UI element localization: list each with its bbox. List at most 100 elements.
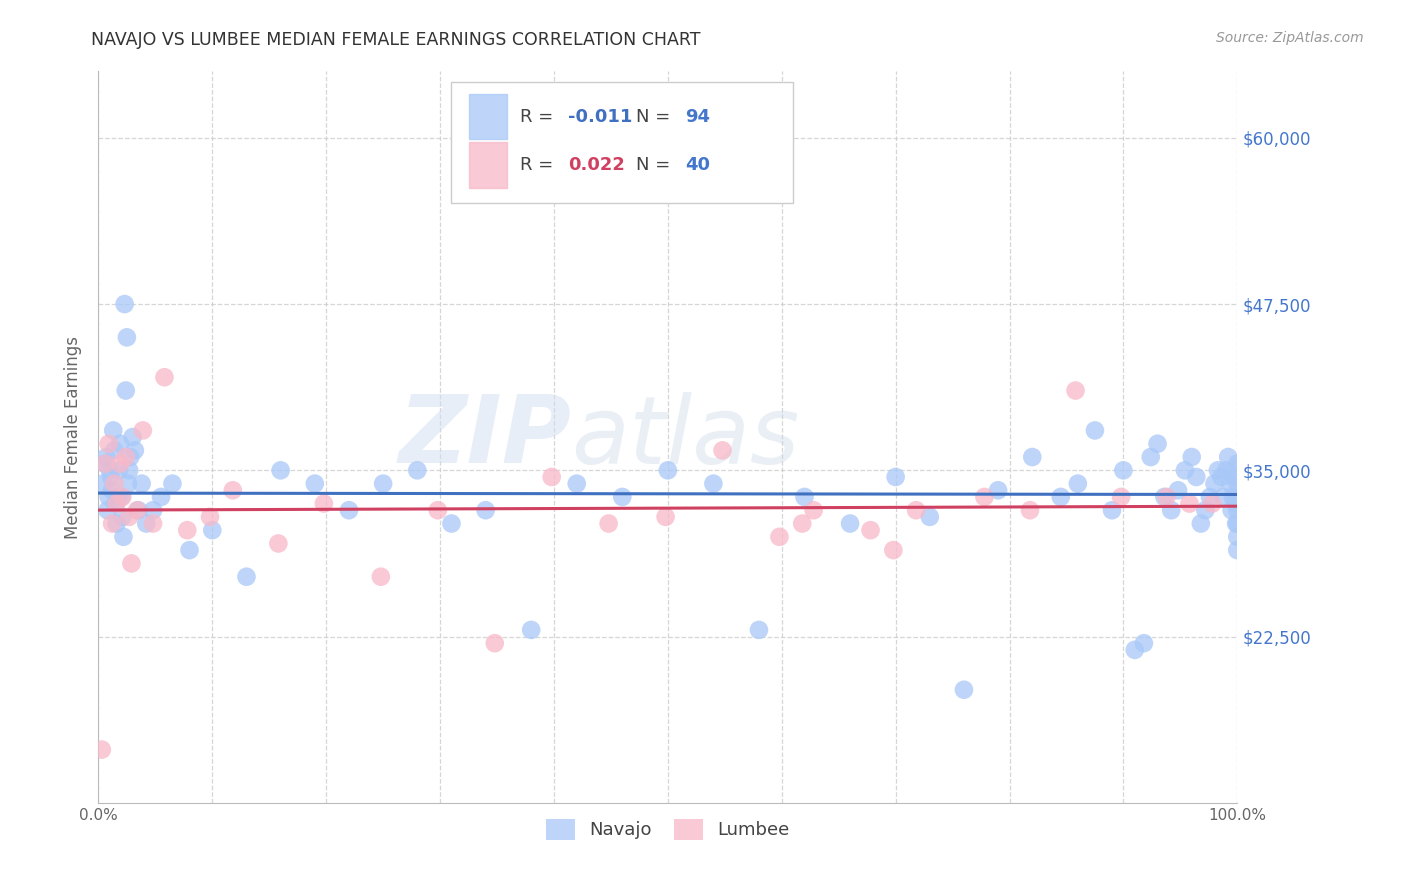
Point bbox=[905, 503, 928, 517]
Point bbox=[127, 503, 149, 517]
Point bbox=[884, 470, 907, 484]
Point bbox=[1211, 470, 1233, 484]
Point bbox=[711, 443, 734, 458]
Point bbox=[1218, 450, 1240, 464]
Point bbox=[1226, 516, 1249, 531]
Point bbox=[953, 682, 976, 697]
Point bbox=[312, 497, 335, 511]
Legend: Navajo, Lumbee: Navajo, Lumbee bbox=[537, 810, 799, 848]
Point bbox=[1021, 450, 1043, 464]
Point bbox=[103, 476, 125, 491]
Point bbox=[111, 490, 134, 504]
Point bbox=[1199, 490, 1222, 504]
Point bbox=[270, 463, 292, 477]
Text: Source: ZipAtlas.com: Source: ZipAtlas.com bbox=[1216, 31, 1364, 45]
Point bbox=[484, 636, 506, 650]
Point bbox=[1181, 450, 1204, 464]
Point bbox=[97, 436, 120, 450]
FancyBboxPatch shape bbox=[451, 82, 793, 203]
Point bbox=[115, 330, 138, 344]
Text: -0.011: -0.011 bbox=[568, 108, 633, 126]
Text: 94: 94 bbox=[685, 108, 710, 126]
Text: ZIP: ZIP bbox=[398, 391, 571, 483]
Point bbox=[1109, 490, 1132, 504]
Point bbox=[1174, 463, 1197, 477]
Point bbox=[104, 497, 127, 511]
Point bbox=[108, 436, 131, 450]
Point bbox=[1201, 497, 1223, 511]
Text: R =: R = bbox=[520, 156, 558, 174]
Point bbox=[162, 476, 184, 491]
Point bbox=[101, 483, 124, 498]
Point bbox=[105, 497, 128, 511]
Point bbox=[94, 457, 117, 471]
Point bbox=[565, 476, 588, 491]
Point bbox=[131, 476, 153, 491]
Point bbox=[1226, 503, 1249, 517]
Point bbox=[235, 570, 257, 584]
Point bbox=[135, 516, 157, 531]
Point bbox=[142, 516, 165, 531]
Point bbox=[540, 470, 562, 484]
Point bbox=[96, 503, 118, 517]
Point bbox=[520, 623, 543, 637]
Point bbox=[657, 463, 679, 477]
Point bbox=[108, 457, 131, 471]
Point bbox=[1064, 384, 1087, 398]
Point bbox=[121, 430, 143, 444]
Point bbox=[304, 476, 326, 491]
Point bbox=[114, 450, 136, 464]
Point bbox=[1220, 503, 1243, 517]
Text: 40: 40 bbox=[685, 156, 710, 174]
Point bbox=[1049, 490, 1071, 504]
Point bbox=[337, 503, 360, 517]
Point bbox=[1219, 476, 1241, 491]
Point bbox=[803, 503, 825, 517]
Point bbox=[179, 543, 201, 558]
Point bbox=[90, 742, 112, 756]
Point bbox=[1226, 497, 1249, 511]
Point bbox=[91, 476, 114, 491]
Point bbox=[1156, 490, 1178, 504]
Point bbox=[101, 516, 124, 531]
Point bbox=[1067, 476, 1090, 491]
Point bbox=[142, 503, 165, 517]
Point bbox=[371, 476, 394, 491]
Text: N =: N = bbox=[636, 156, 676, 174]
Point bbox=[105, 516, 128, 531]
Point bbox=[859, 523, 882, 537]
Point bbox=[1223, 470, 1246, 484]
Point bbox=[153, 370, 176, 384]
Text: 0.022: 0.022 bbox=[568, 156, 624, 174]
Point bbox=[94, 457, 117, 471]
Point bbox=[1225, 497, 1247, 511]
Point bbox=[839, 516, 862, 531]
Point bbox=[1167, 483, 1189, 498]
Point bbox=[440, 516, 463, 531]
Point bbox=[792, 516, 814, 531]
Point bbox=[1133, 636, 1156, 650]
Point bbox=[1222, 490, 1244, 504]
Point bbox=[1226, 530, 1249, 544]
Point bbox=[98, 463, 121, 477]
Point bbox=[120, 557, 142, 571]
Point bbox=[370, 570, 392, 584]
Point bbox=[1019, 503, 1042, 517]
Y-axis label: Median Female Earnings: Median Female Earnings bbox=[65, 335, 83, 539]
Point bbox=[111, 509, 134, 524]
Point bbox=[987, 483, 1010, 498]
Point bbox=[768, 530, 790, 544]
Point bbox=[1225, 516, 1247, 531]
Point bbox=[112, 530, 135, 544]
Point bbox=[114, 384, 136, 398]
Point bbox=[1189, 516, 1212, 531]
Point bbox=[918, 509, 941, 524]
Point bbox=[1178, 497, 1201, 511]
Point bbox=[110, 490, 132, 504]
Point bbox=[474, 503, 496, 517]
Point bbox=[198, 509, 221, 524]
Point bbox=[1139, 450, 1161, 464]
Text: N =: N = bbox=[636, 108, 676, 126]
Point bbox=[118, 509, 141, 524]
Point bbox=[118, 463, 141, 477]
